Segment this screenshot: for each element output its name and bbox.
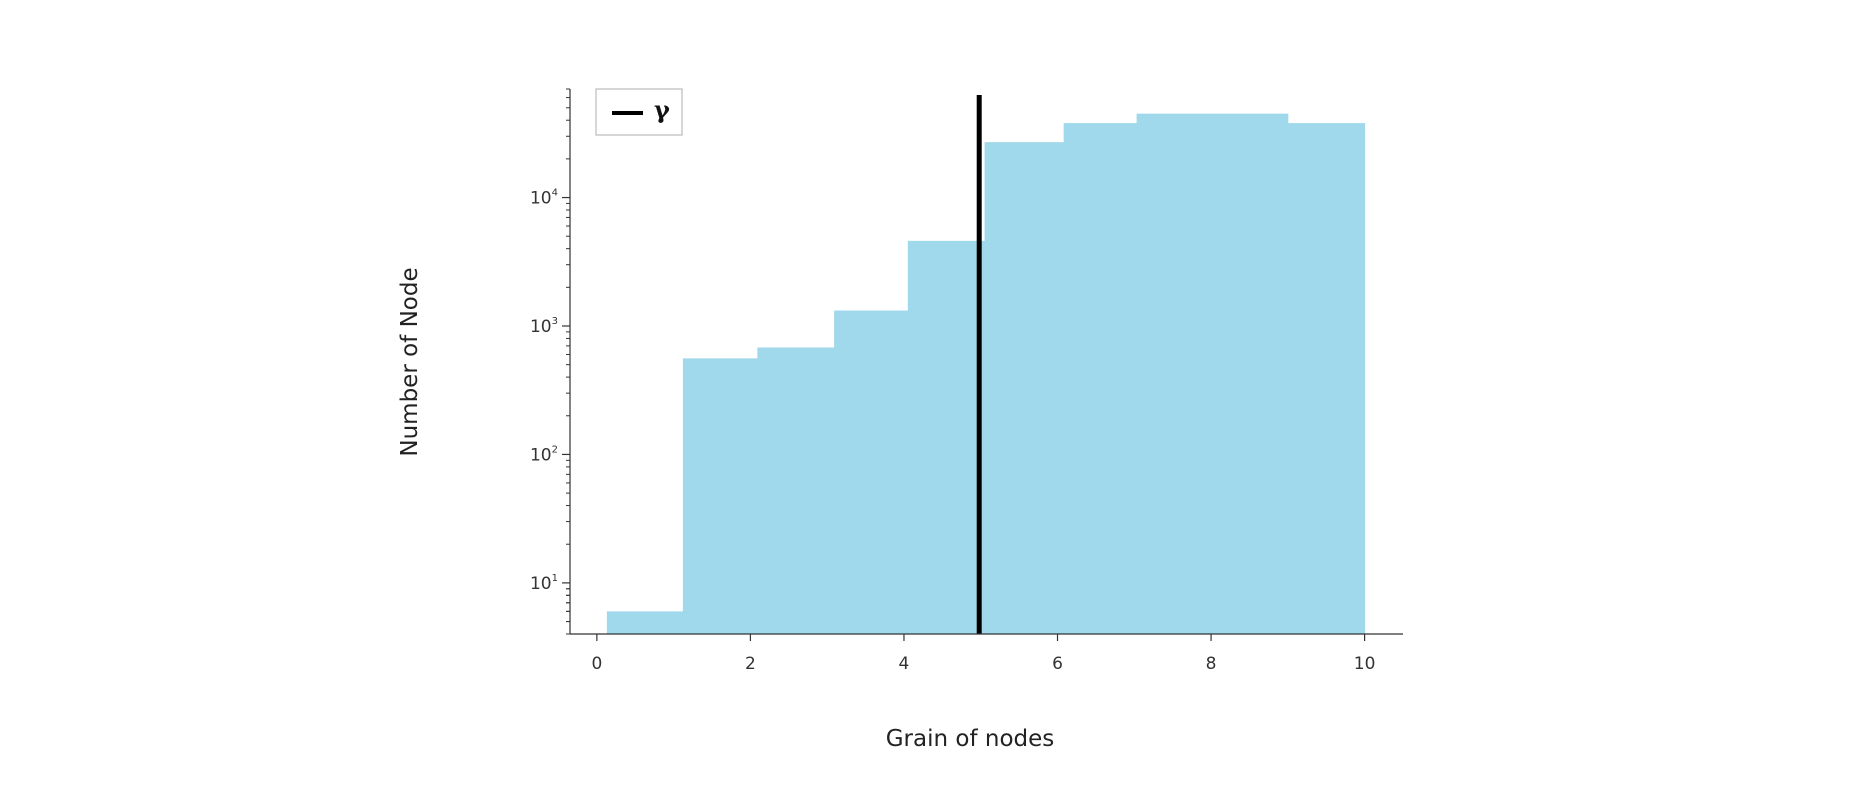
histogram-bar (1287, 123, 1366, 635)
histogram-bar (984, 142, 1065, 634)
y-tick-label: 102 (530, 444, 558, 465)
histogram-bar (1063, 123, 1138, 635)
x-axis-label: Grain of nodes (886, 726, 1055, 752)
y-tick-label: 104 (530, 188, 558, 209)
y-tick-label: 103 (530, 316, 558, 337)
x-tick-label: 2 (745, 654, 756, 674)
histogram-bar (757, 347, 835, 634)
histogram-bar (606, 611, 684, 634)
x-tick-label: 8 (1206, 654, 1217, 674)
histogram-bar (834, 310, 909, 634)
y-ticks: 101 102 103 104 (530, 88, 570, 635)
x-tick-label: 0 (591, 654, 602, 674)
y-tick-label: 101 (530, 573, 558, 594)
axes (569, 89, 1403, 635)
histogram-bar (1136, 113, 1289, 635)
legend: γ (595, 88, 683, 136)
histogram-bar (682, 358, 758, 634)
x-ticks: 0 2 4 6 8 10 (591, 634, 1375, 674)
histogram-bar (907, 240, 986, 634)
x-tick-label: 10 (1354, 654, 1376, 674)
x-tick-label: 6 (1052, 654, 1063, 674)
legend-entry-gamma: γ (654, 95, 670, 124)
histogram-bars (606, 113, 1366, 635)
y-axis-label: Number of Node (397, 267, 423, 456)
x-tick-label: 4 (899, 654, 910, 674)
